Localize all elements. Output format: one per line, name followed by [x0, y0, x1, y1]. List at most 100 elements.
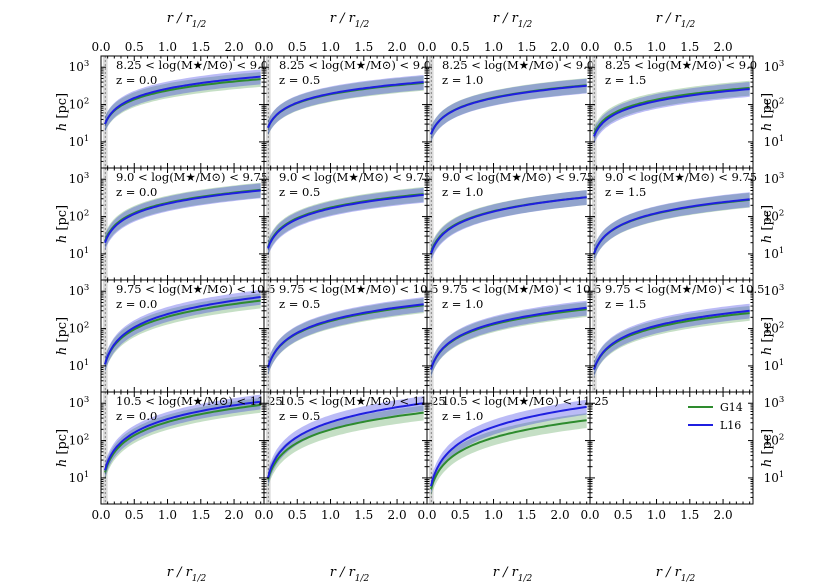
x-axis-title-top: r / r1/2: [493, 11, 533, 30]
x-tick-label-top: 1.5: [517, 40, 536, 54]
mass-bin-label: 8.25 < log(M★/M⊙) < 9.0: [279, 58, 431, 72]
band-l16: [431, 78, 587, 142]
line-l16: [267, 193, 424, 249]
panel-r0-c0: 8.25 < log(M★/M⊙) < 9.0z = 0.0: [100, 55, 268, 169]
x-axis-title-top: r / r1/2: [656, 11, 696, 30]
x-tick-label-top: 2.0: [714, 40, 733, 54]
x-tick-label-bottom: 1.5: [680, 508, 699, 522]
line-l16: [430, 306, 587, 370]
y-tick-label-right: 102: [764, 321, 785, 336]
x-tick-label-top: 0.5: [288, 40, 307, 54]
x-tick-label-bottom: 1.5: [191, 508, 210, 522]
y-tick-label-right: 101: [764, 470, 785, 485]
panel-r1-c3: 9.0 < log(M★/M⊙) < 9.75z = 1.5: [589, 167, 757, 281]
panel-frame: [589, 391, 754, 505]
y-tick-label-right: 102: [764, 209, 785, 224]
x-axis-title-bottom: r / r1/2: [167, 565, 207, 582]
line-l16: [430, 196, 587, 255]
panel-r1-c1: 9.0 < log(M★/M⊙) < 9.75z = 0.5: [263, 167, 431, 281]
y-axis-title-right: h [pc]: [760, 93, 775, 131]
band-g14: [268, 75, 424, 136]
mass-bin-label: 9.75 < log(M★/M⊙) < 10.5: [605, 282, 764, 296]
x-tick-label-bottom: 0.0: [580, 508, 599, 522]
mass-bin-label: 9.0 < log(M★/M⊙) < 9.75: [279, 170, 431, 184]
redshift-label: z = 0.0: [116, 73, 157, 87]
x-tick-label-bottom: 0.5: [451, 508, 470, 522]
y-tick-label-left: 102: [69, 97, 90, 112]
band-g14: [594, 306, 750, 378]
x-tick-label-bottom: 1.0: [321, 508, 340, 522]
mass-bin-label: 8.25 < log(M★/M⊙) < 9.0: [605, 58, 757, 72]
x-tick-label-top: 1.0: [647, 40, 666, 54]
y-axis-title-left: h [pc]: [55, 429, 70, 467]
y-tick-label-right: 103: [764, 171, 785, 186]
band-l16: [594, 82, 750, 145]
y-tick-label-left: 103: [69, 395, 90, 410]
x-tick-label-bottom: 2.0: [225, 508, 244, 522]
y-tick-label-left: 102: [69, 321, 90, 336]
x-tick-label-top: 1.5: [680, 40, 699, 54]
panel-plot-area: [428, 280, 587, 392]
x-tick-label-bottom: 2.0: [714, 508, 733, 522]
y-tick-label-left: 103: [69, 283, 90, 298]
y-tick-label-right: 103: [764, 395, 785, 410]
mass-bin-label: 10.5 < log(M★/M⊙) < 11.25: [279, 394, 446, 408]
panel-r2-c2: 9.75 < log(M★/M⊙) < 10.5z = 1.0: [426, 279, 601, 393]
y-tick-label-left: 101: [69, 134, 90, 149]
panel-plot-area: [102, 392, 261, 504]
redshift-label: z = 0.5: [279, 185, 320, 199]
y-tick-label-left: 103: [69, 171, 90, 186]
y-tick-label-left: 103: [69, 59, 90, 74]
panel-r2-c3: 9.75 < log(M★/M⊙) < 10.5z = 1.5: [589, 279, 764, 393]
mass-bin-label: 9.75 < log(M★/M⊙) < 10.5: [116, 282, 275, 296]
mass-bin-label: 9.0 < log(M★/M⊙) < 9.75: [442, 170, 594, 184]
panel-r2-c0: 9.75 < log(M★/M⊙) < 10.5z = 0.0: [100, 279, 275, 393]
line-l16: [104, 189, 261, 243]
band-l16: [105, 69, 261, 132]
x-axis-title-bottom: r / r1/2: [656, 565, 696, 582]
y-tick-label-right: 103: [764, 283, 785, 298]
redshift-label: z = 1.5: [605, 73, 646, 87]
x-tick-label-bottom: 0.0: [254, 508, 273, 522]
panel-plot-area: [428, 392, 587, 504]
band-g14: [431, 190, 587, 261]
y-axis-title-right: h [pc]: [760, 429, 775, 467]
panel-plot-area: [591, 56, 750, 168]
redshift-label: z = 0.0: [116, 297, 157, 311]
redshift-label: z = 0.5: [279, 409, 320, 423]
panel-plot-area: [102, 280, 261, 392]
panel-r1-c2: 9.0 < log(M★/M⊙) < 9.75z = 1.0: [426, 167, 594, 281]
line-g14: [104, 403, 261, 473]
x-tick-label-top: 0.0: [254, 40, 273, 54]
mass-bin-label: 10.5 < log(M★/M⊙) < 11.25: [116, 394, 283, 408]
redshift-label: z = 1.0: [442, 297, 483, 311]
x-tick-label-top: 0.0: [417, 40, 436, 54]
mass-bin-label: 8.25 < log(M★/M⊙) < 9.0: [442, 58, 594, 72]
line-l16: [593, 88, 750, 137]
mass-bin-label: 10.5 < log(M★/M⊙) < 11.25: [442, 394, 609, 408]
band-g14: [268, 187, 424, 256]
legend-label-g14: G14: [720, 401, 743, 414]
redshift-label: z = 0.0: [116, 409, 157, 423]
line-l16: [267, 81, 424, 129]
band-l16: [268, 297, 424, 376]
redshift-label: z = 0.5: [279, 73, 320, 87]
mass-bin-label: 8.25 < log(M★/M⊙) < 9.0: [116, 58, 268, 72]
x-tick-label-top: 2.0: [388, 40, 407, 54]
band-g14: [431, 302, 587, 378]
panel-plot-area: [265, 56, 424, 168]
redshift-label: z = 1.0: [442, 73, 483, 87]
band-l16: [594, 303, 750, 378]
panel-r0-c1: 8.25 < log(M★/M⊙) < 9.0z = 0.5: [263, 55, 431, 169]
line-l16: [267, 303, 424, 368]
x-tick-label-bottom: 1.5: [354, 508, 373, 522]
x-tick-label-bottom: 0.5: [614, 508, 633, 522]
x-axis-title-top: r / r1/2: [330, 11, 370, 30]
band-l16: [594, 192, 750, 262]
redshift-label: z = 0.5: [279, 297, 320, 311]
x-tick-label-top: 2.0: [551, 40, 570, 54]
redshift-label: z = 1.0: [442, 185, 483, 199]
mass-bin-label: 9.0 < log(M★/M⊙) < 9.75: [605, 170, 757, 184]
